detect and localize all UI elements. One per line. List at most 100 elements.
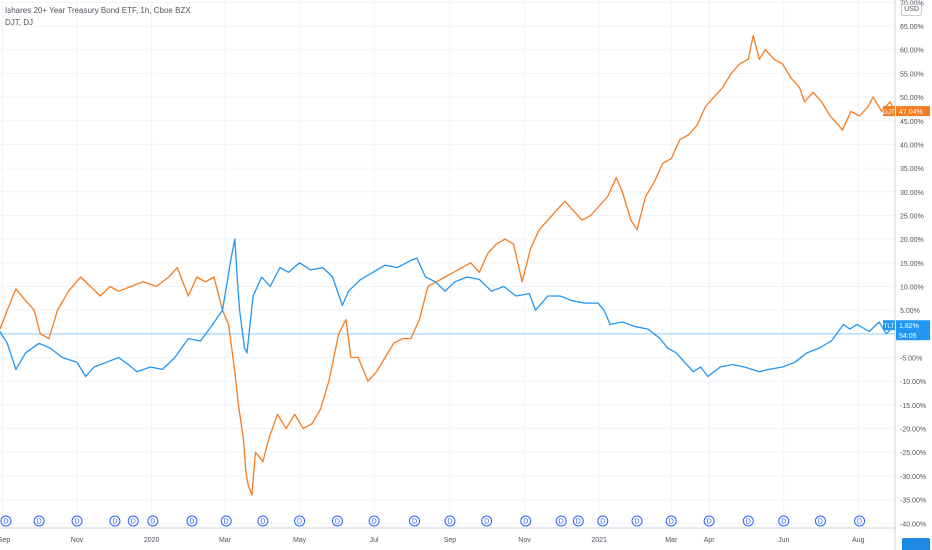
x-tick-label: Mar xyxy=(665,537,678,544)
y-tick-label: 10.00% xyxy=(900,284,924,291)
dividend-letter: D xyxy=(484,519,489,526)
dividend-marker[interactable]: D xyxy=(33,515,45,527)
dividend-marker[interactable]: D xyxy=(854,515,866,527)
dividend-marker[interactable]: D xyxy=(294,515,306,527)
dividend-letter: D xyxy=(37,519,42,526)
y-tick-label: -30.00% xyxy=(900,474,926,481)
dividend-marker[interactable]: D xyxy=(742,515,754,527)
x-tick-label: Sep xyxy=(444,537,457,544)
badge-value: 1.82% xyxy=(899,323,919,330)
dividend-circle xyxy=(368,515,380,527)
dividend-letter: D xyxy=(818,519,823,526)
dividend-circle xyxy=(665,515,677,527)
dividend-letter: D xyxy=(260,519,265,526)
y-tick-label: 15.00% xyxy=(900,261,924,268)
dividend-letter: D xyxy=(150,519,155,526)
x-tick-label: 2021 xyxy=(591,537,607,544)
dividend-letter: D xyxy=(634,519,639,526)
dividend-marker[interactable]: D xyxy=(127,515,139,527)
dividend-circle xyxy=(127,515,139,527)
y-tick-label: -15.00% xyxy=(900,403,926,410)
dividend-letter: D xyxy=(3,519,8,526)
y-tick-label: -10.00% xyxy=(900,379,926,386)
y-tick-label: -35.00% xyxy=(900,498,926,505)
dividend-marker[interactable]: D xyxy=(220,515,232,527)
x-tick-label: 2020 xyxy=(144,537,160,544)
x-tick-label: Aug xyxy=(852,537,865,544)
dividend-letter: D xyxy=(523,519,528,526)
dividend-letter: D xyxy=(412,519,417,526)
dividend-marker[interactable]: D xyxy=(444,515,456,527)
badge-djt: DJT 47.04% xyxy=(883,106,930,117)
badge-countdown: 54:05 xyxy=(899,333,917,340)
dividend-letter: D xyxy=(189,519,194,526)
dividend-marker[interactable]: D xyxy=(147,515,159,527)
dividend-marker[interactable]: D xyxy=(481,515,493,527)
dividend-circle xyxy=(572,515,584,527)
dividend-circle xyxy=(555,515,567,527)
dividend-marker[interactable]: D xyxy=(814,515,826,527)
dividend-marker[interactable]: D xyxy=(408,515,420,527)
y-tick-label: -40.00% xyxy=(900,521,926,528)
series-line-djt xyxy=(0,34,896,496)
dividend-marker[interactable]: D xyxy=(555,515,567,527)
badge-symbol-box xyxy=(883,320,895,331)
last-value-badges: DJT 47.04% TLT 1.82% 54:05 xyxy=(883,106,930,341)
series-line-tlt xyxy=(0,238,896,378)
dividend-letter: D xyxy=(600,519,605,526)
badge-symbol: DJT xyxy=(883,109,895,116)
dividend-letter: D xyxy=(112,519,117,526)
dividend-circle xyxy=(520,515,532,527)
y-tick-label: 5.00% xyxy=(900,308,920,315)
dividend-marker[interactable]: D xyxy=(597,515,609,527)
y-tick-label: -5.00% xyxy=(900,356,922,363)
y-tick-label: 25.00% xyxy=(900,213,924,220)
dividend-circle xyxy=(481,515,493,527)
dividend-marker[interactable]: D xyxy=(109,515,121,527)
y-tick-label: 70.00% xyxy=(900,0,924,7)
chart-title: Ishares 20+ Year Treasury Bond ETF, 1h, … xyxy=(5,6,191,15)
dividend-marker[interactable]: D xyxy=(186,515,198,527)
dividend-letter: D xyxy=(576,519,581,526)
dividend-letter: D xyxy=(559,519,564,526)
y-tick-label: -20.00% xyxy=(900,427,926,434)
badge-symbol-box xyxy=(883,106,895,117)
dividend-marker[interactable]: D xyxy=(0,515,12,527)
y-tick-label: 20.00% xyxy=(900,237,924,244)
dividend-marker[interactable]: D xyxy=(520,515,532,527)
y-tick-label: 55.00% xyxy=(900,71,924,78)
dividend-marker[interactable]: D xyxy=(71,515,83,527)
badge-value-box xyxy=(896,106,930,117)
currency-label[interactable]: USD xyxy=(901,4,922,16)
y-tick-label: 45.00% xyxy=(900,119,924,126)
dividend-marker[interactable]: D xyxy=(331,515,343,527)
dividend-marker[interactable]: D xyxy=(368,515,380,527)
dividend-letter: D xyxy=(372,519,377,526)
x-tick-label: May xyxy=(293,537,307,544)
x-tick-label: Mar xyxy=(219,537,232,544)
badge-value: 47.04% xyxy=(899,109,923,116)
dividend-marker[interactable]: D xyxy=(572,515,584,527)
dividend-letter: D xyxy=(669,519,674,526)
logo-icon xyxy=(902,538,930,550)
x-tick-label: Nov xyxy=(71,537,84,544)
y-tick-label: 40.00% xyxy=(900,142,924,149)
badge-tlt: TLT 1.82% 54:05 xyxy=(883,320,930,341)
y-tick-label: -25.00% xyxy=(900,450,926,457)
dividend-marker[interactable]: D xyxy=(631,515,643,527)
dividend-letter: D xyxy=(781,519,786,526)
dividend-marker[interactable]: D xyxy=(665,515,677,527)
dividend-marker[interactable]: D xyxy=(778,515,790,527)
x-tick-label: Jul xyxy=(370,537,379,544)
dividend-circle xyxy=(109,515,121,527)
gridlines xyxy=(0,0,895,528)
dividend-marker[interactable]: D xyxy=(257,515,269,527)
dividend-circle xyxy=(703,515,715,527)
dividend-letter: D xyxy=(746,519,751,526)
dividend-marker[interactable]: D xyxy=(703,515,715,527)
dividend-circle xyxy=(408,515,420,527)
dividend-letter: D xyxy=(297,519,302,526)
dividend-circle xyxy=(742,515,754,527)
